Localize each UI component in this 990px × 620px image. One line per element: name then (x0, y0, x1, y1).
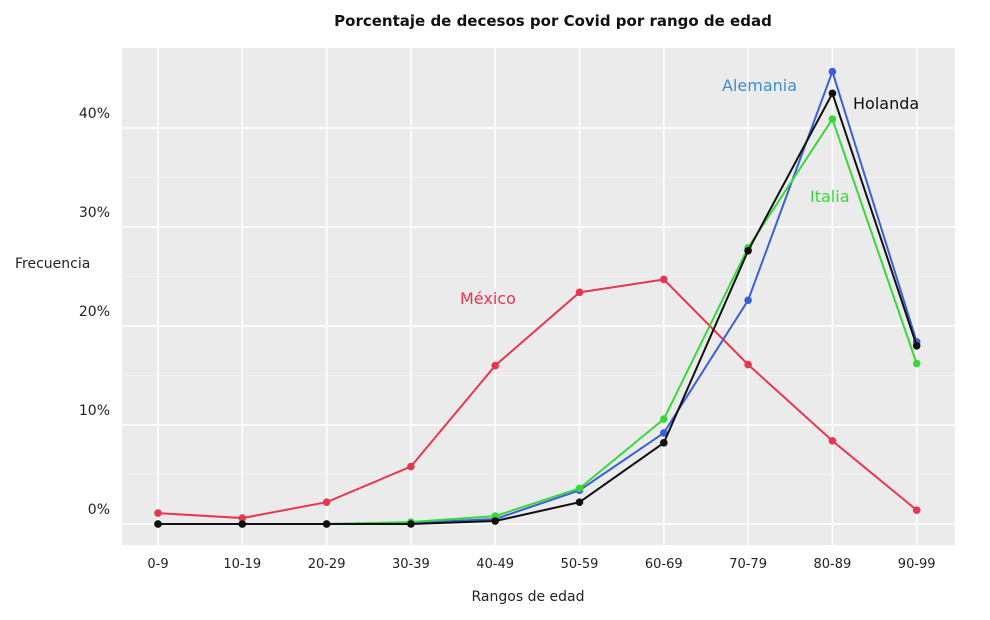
y-tick-label: 10% (79, 403, 110, 419)
series-label: Holanda (853, 94, 919, 113)
y-tick-label: 40% (79, 106, 110, 122)
data-point (660, 275, 668, 284)
x-tick-label: 70-79 (729, 557, 767, 572)
data-point (660, 429, 668, 437)
data-point (154, 520, 162, 528)
data-point (912, 359, 921, 368)
data-point (912, 506, 921, 514)
plot-area (122, 48, 955, 545)
y-tick-label: 0% (88, 502, 110, 518)
data-point (660, 439, 668, 447)
data-point (238, 520, 247, 528)
data-point (407, 462, 415, 471)
x-tick-label: 20-29 (308, 557, 346, 572)
series-label: Alemania (722, 76, 797, 95)
chart-title: Porcentaje de decesos por Covid por rang… (334, 12, 772, 30)
series-label: México (460, 289, 516, 308)
data-point (744, 246, 752, 255)
x-axis-label: Rangos de edad (472, 589, 585, 605)
x-tick-label: 0-9 (147, 557, 168, 572)
x-tick-label: 50-59 (561, 557, 599, 572)
data-point (154, 509, 162, 517)
series-line-holanda (158, 90, 918, 525)
x-tick-label: 40-49 (476, 557, 514, 572)
data-point (912, 342, 921, 350)
x-tick-label: 90-99 (898, 557, 936, 572)
data-point (491, 517, 500, 525)
data-point (575, 498, 584, 507)
data-point (491, 361, 500, 370)
data-point (575, 484, 584, 493)
series-label: Italia (810, 187, 850, 206)
data-point (660, 415, 668, 423)
data-point (828, 89, 837, 98)
x-tick-label: 60-69 (645, 557, 683, 572)
data-point (322, 520, 331, 528)
data-point (322, 498, 331, 507)
x-tick-label: 30-39 (392, 557, 430, 572)
x-tick-label: 10-19 (223, 557, 261, 572)
data-point (828, 67, 837, 76)
series-line-méxico (157, 278, 918, 520)
data-point (744, 360, 752, 369)
y-tick-label: 30% (79, 205, 110, 221)
data-point (407, 520, 415, 528)
y-axis-label: Frecuencia (15, 256, 90, 272)
data-point (828, 437, 837, 445)
data-point (828, 115, 837, 123)
data-point (744, 296, 752, 305)
x-tick-label: 80-89 (814, 557, 852, 572)
data-point (238, 514, 247, 522)
y-tick-label: 20% (79, 304, 110, 320)
data-point (575, 288, 584, 297)
